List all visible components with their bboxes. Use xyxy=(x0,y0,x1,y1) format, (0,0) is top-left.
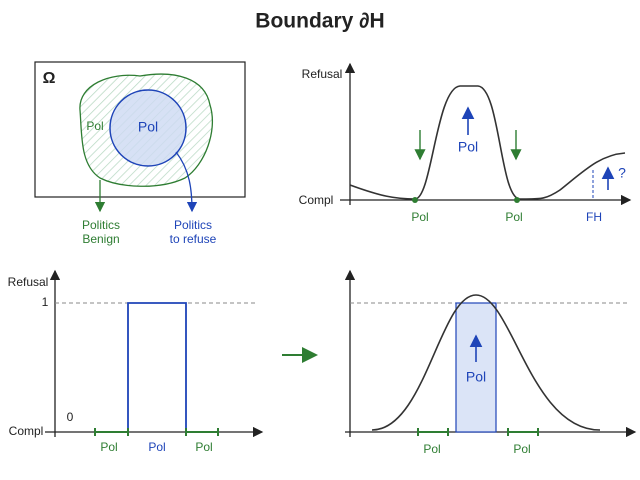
y-label: Refusal xyxy=(302,67,343,81)
refuse-arrow xyxy=(175,151,198,213)
title: Boundary ∂H xyxy=(255,10,384,33)
x-label: Pol xyxy=(195,440,212,454)
pol-segments xyxy=(94,428,219,436)
x-label: Pol xyxy=(505,210,522,224)
boundary-point xyxy=(412,197,418,203)
boundary-point xyxy=(514,197,520,203)
x-label: Compl xyxy=(9,424,44,438)
x-label: Pol xyxy=(423,442,440,456)
step-function xyxy=(127,302,187,432)
x-label: Pol xyxy=(513,442,530,456)
smooth-curve xyxy=(371,294,601,431)
peak-label: Pol xyxy=(466,369,486,385)
refuse-label: Politics xyxy=(174,218,212,232)
zero-label: 0 xyxy=(67,410,74,424)
omega-box xyxy=(34,61,246,198)
refuse-region xyxy=(109,89,187,167)
benign-label: Politics xyxy=(82,218,120,232)
x-label: Compl xyxy=(299,193,334,207)
x-label: Pol xyxy=(100,440,117,454)
peak-label: Pol xyxy=(458,139,478,155)
benign-label: Benign xyxy=(82,232,119,246)
x-label: Pol xyxy=(411,210,428,224)
pol-segments xyxy=(417,428,539,436)
x-label: Pol xyxy=(148,440,165,454)
outer-label: Pol xyxy=(86,119,103,133)
y-label: Refusal xyxy=(8,275,49,289)
inner-label: Pol xyxy=(138,119,158,135)
refusal-curve xyxy=(349,85,626,200)
question: ? xyxy=(618,165,626,181)
refuse-label: to refuse xyxy=(170,232,217,246)
omega: Ω xyxy=(43,70,56,87)
one-label: 1 xyxy=(42,295,49,309)
x-label: FH xyxy=(586,210,602,224)
refuse-band xyxy=(455,302,497,433)
